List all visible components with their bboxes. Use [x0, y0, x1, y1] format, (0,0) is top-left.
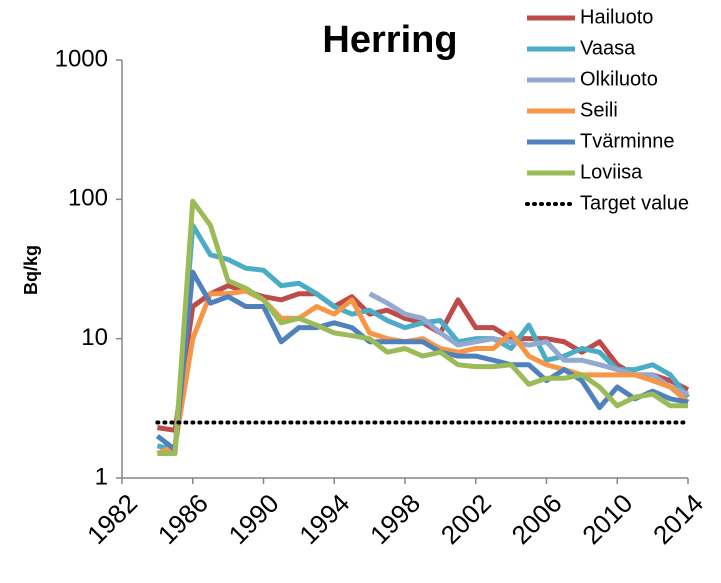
x-tick-label: 2002 [435, 488, 497, 550]
legend-label: Olkiluoto [580, 68, 658, 90]
legend-label: Target value [580, 192, 689, 214]
legend-label: Tvärminne [580, 130, 674, 152]
y-tick-label: 10 [81, 324, 108, 351]
y-axis-label: Bq/kg [21, 245, 41, 295]
y-tick-label: 1 [95, 463, 108, 490]
line-series [156, 222, 690, 453]
x-tick-label: 2010 [576, 488, 638, 550]
y-tick-label: 100 [68, 185, 108, 212]
legend-label: Hailuoto [580, 6, 653, 28]
x-tick-label: 1998 [364, 488, 426, 550]
x-tick-label: 1982 [81, 488, 143, 550]
x-tick-label: 1994 [293, 488, 355, 550]
x-tick-label: 1990 [222, 488, 284, 550]
line-series [157, 198, 688, 456]
line-series [156, 288, 690, 456]
line-series [155, 269, 689, 453]
y-tick-label: 1000 [55, 45, 108, 72]
legend-label: Vaasa [580, 37, 636, 59]
legend-label: Loviisa [580, 161, 643, 183]
chart-title: Herring [322, 19, 457, 61]
x-tick-label: 2014 [647, 488, 709, 550]
x-tick-label: 2006 [505, 488, 567, 550]
x-tick-label: 1986 [152, 488, 214, 550]
legend-label: Seili [580, 99, 618, 121]
